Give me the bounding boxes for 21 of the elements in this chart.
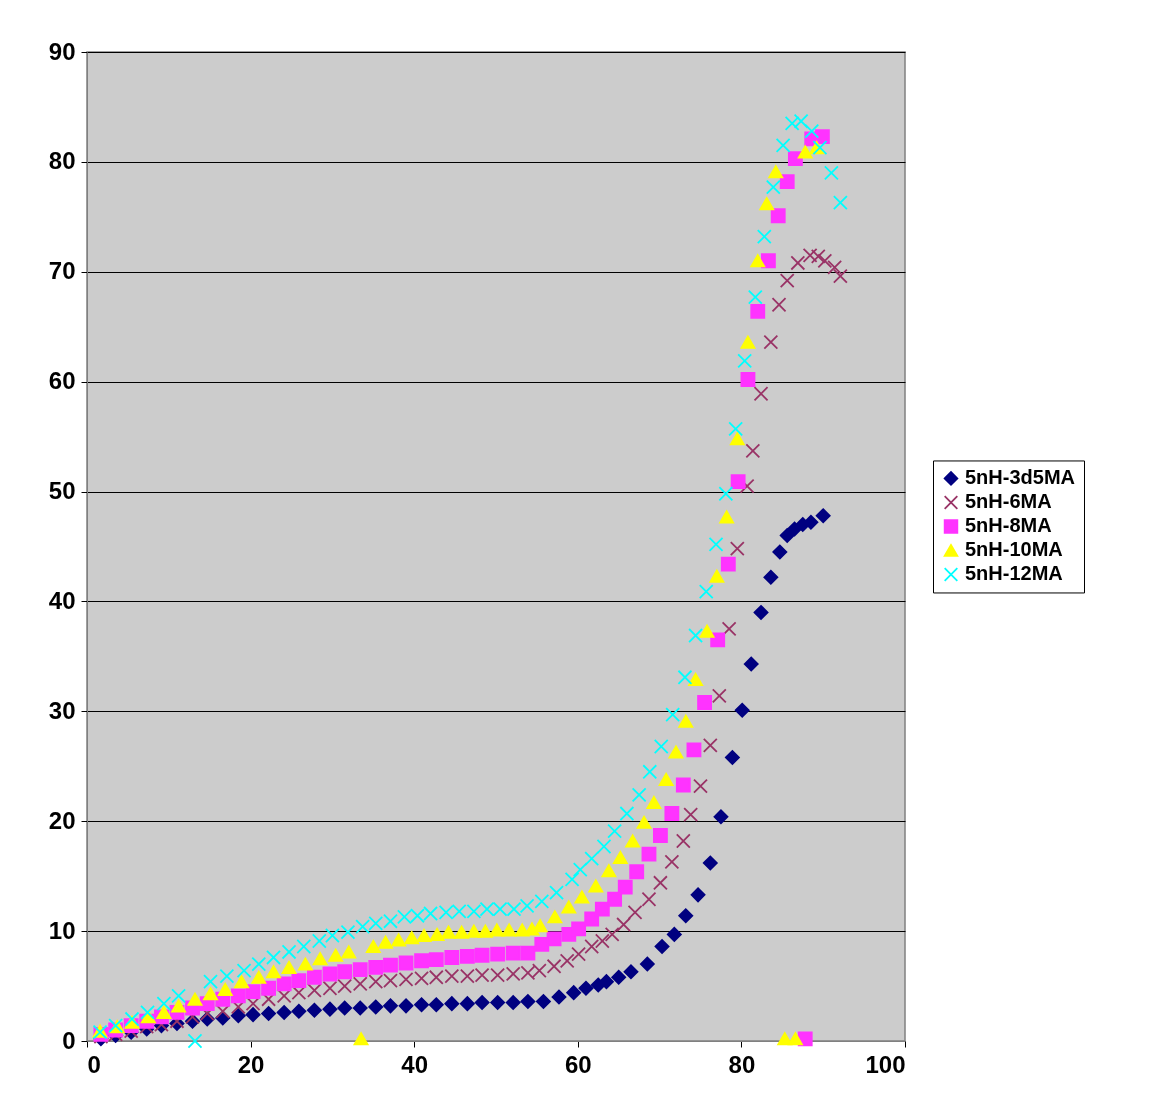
- y-tick-label: 30: [48, 696, 76, 724]
- x-tick-label: 40: [401, 1050, 429, 1078]
- y-tick-label: 50: [48, 477, 76, 505]
- x-tick-label: 80: [728, 1050, 756, 1078]
- y-tick-label: 70: [48, 257, 76, 285]
- x-tick-label: 0: [87, 1050, 101, 1078]
- y-tick-label: 60: [48, 367, 76, 395]
- legend-label: 5nH-12MA: [965, 562, 1063, 585]
- x-tick-label: 20: [237, 1050, 265, 1078]
- y-tick-label: 80: [48, 147, 76, 175]
- y-tick-label: 20: [48, 806, 76, 834]
- y-tick-label: 90: [48, 37, 76, 65]
- y-tick-label: 40: [48, 586, 76, 614]
- legend-label: 5nH-6MA: [965, 490, 1052, 513]
- legend-label: 5nH-8MA: [965, 514, 1052, 537]
- y-tick-label: 10: [48, 916, 76, 944]
- legend-label: 5nH-3d5MA: [965, 466, 1076, 489]
- x-tick-label: 60: [564, 1050, 592, 1078]
- legend-label: 5nH-10MA: [965, 538, 1063, 561]
- y-tick-label: 0: [62, 1026, 76, 1054]
- x-tick-label: 100: [865, 1050, 906, 1078]
